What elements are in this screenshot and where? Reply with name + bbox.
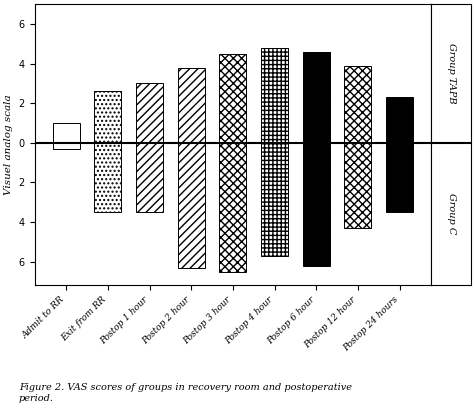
Bar [178,67,205,143]
Bar [136,143,163,212]
Bar [95,143,122,212]
Bar [344,143,371,228]
Bar [386,97,413,143]
Bar [53,123,80,143]
Bar [219,54,247,143]
Bar [386,143,413,212]
Bar [178,143,205,268]
Bar [303,52,330,143]
Bar [261,48,288,143]
Text: Group TAPB: Group TAPB [446,43,456,104]
Bar [344,66,371,143]
Bar [261,143,288,256]
Text: Figure 2. VAS scores of groups in recovery room and postoperative
period.: Figure 2. VAS scores of groups in recove… [19,383,352,403]
Text: Group C: Group C [446,194,456,235]
Y-axis label: Visuel analog scala: Visuel analog scala [4,95,13,195]
Bar [303,143,330,266]
Bar [219,143,247,272]
Bar [95,91,122,143]
Bar [136,83,163,143]
Bar [53,143,80,149]
